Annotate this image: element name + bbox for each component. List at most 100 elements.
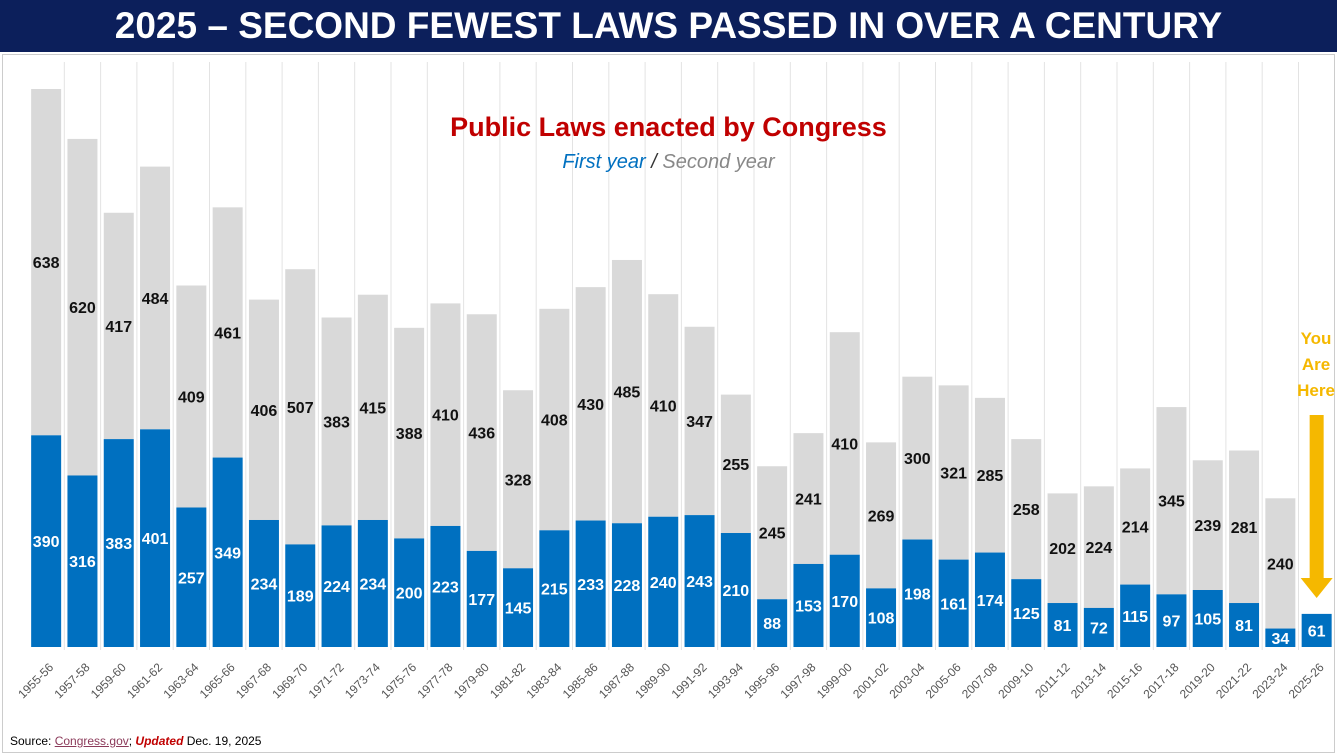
x-tick-label: 1987-88 <box>596 660 637 701</box>
source-label: Source: <box>10 734 55 748</box>
label-second-year: 406 <box>251 403 278 420</box>
label-second-year: 430 <box>577 397 604 414</box>
label-first-year: 233 <box>577 577 604 594</box>
x-tick-label: 1971-72 <box>306 660 347 701</box>
source-sep: ; <box>128 734 136 748</box>
x-tick-label: 1965-66 <box>197 660 238 701</box>
x-tick-label: 1963-64 <box>160 660 201 701</box>
bar-first-year <box>1301 613 1332 647</box>
bar-first-year <box>1192 590 1223 647</box>
page-title: 2025 – SECOND FEWEST LAWS PASSED IN OVER… <box>0 0 1337 52</box>
x-tick-label: 2005-06 <box>923 660 964 701</box>
bar-first-year <box>902 539 933 647</box>
bar-second-year <box>140 166 171 430</box>
x-tick-label: 1997-98 <box>778 660 819 701</box>
bar-second-year <box>757 466 788 600</box>
label-second-year: 485 <box>614 385 641 402</box>
label-second-year: 224 <box>1085 540 1112 557</box>
bar-first-year <box>648 516 679 647</box>
label-first-year: 234 <box>359 576 386 593</box>
label-first-year: 243 <box>686 574 713 591</box>
x-tick-label: 1961-62 <box>124 660 165 701</box>
source-note: Source: Congress.gov; Updated Dec. 19, 2… <box>10 734 261 748</box>
x-tick-label: 1995-96 <box>741 660 782 701</box>
bar-second-year <box>648 294 679 517</box>
label-first-year: 316 <box>69 554 96 571</box>
label-second-year: 300 <box>904 451 931 468</box>
label-first-year: 383 <box>105 536 132 553</box>
bar-first-year <box>974 552 1005 647</box>
label-second-year: 620 <box>69 300 96 317</box>
bar-second-year <box>720 394 751 534</box>
x-tick-label: 1989-90 <box>632 660 673 701</box>
bar-second-year <box>1229 450 1260 604</box>
label-first-year: 115 <box>1122 609 1148 626</box>
legend-second-year: Second year <box>662 151 775 173</box>
bar-second-year <box>357 294 388 520</box>
label-first-year: 125 <box>1013 606 1040 623</box>
bar-second-year <box>539 308 570 531</box>
x-tick-label: 2001-02 <box>850 660 891 701</box>
label-first-year: 257 <box>178 570 205 587</box>
label-first-year: 240 <box>650 575 677 592</box>
bar-first-year <box>793 563 824 647</box>
bar-first-year <box>1083 607 1114 647</box>
bar-second-year <box>611 259 642 524</box>
bar-second-year <box>793 433 824 564</box>
label-second-year: 415 <box>359 400 386 417</box>
label-first-year: 200 <box>396 586 423 603</box>
label-first-year: 61 <box>1308 623 1326 640</box>
bar-second-year <box>1265 498 1296 629</box>
bar-second-year <box>684 326 715 516</box>
bar-first-year <box>357 519 388 647</box>
label-first-year: 145 <box>505 601 532 618</box>
bar-first-year <box>430 525 461 647</box>
x-tick-label: 1999-00 <box>814 660 855 701</box>
x-tick-label: 2011-12 <box>1032 660 1073 701</box>
bar-first-year <box>466 550 497 647</box>
label-second-year: 410 <box>432 408 459 425</box>
bar-first-year <box>720 533 751 647</box>
bar-first-year <box>1229 603 1260 647</box>
label-first-year: 72 <box>1090 620 1108 637</box>
chart-subtitle: First year / Second year <box>0 151 1337 174</box>
x-tick-label: 1977-78 <box>415 660 456 701</box>
source-link[interactable]: Congress.gov <box>54 734 129 748</box>
you-are-here-annotation: You Are Here <box>1297 329 1335 400</box>
bar-second-year <box>902 376 933 540</box>
bar-first-year <box>1265 628 1296 647</box>
x-tick-label: 1957-58 <box>52 660 93 701</box>
label-second-year: 410 <box>650 398 677 415</box>
label-second-year: 638 <box>33 255 60 272</box>
label-second-year: 461 <box>214 325 241 342</box>
bar-first-year <box>757 599 788 647</box>
bar-second-year <box>503 390 534 569</box>
bar-second-year <box>31 89 62 436</box>
bar-second-year <box>866 442 897 589</box>
bar-second-year <box>321 317 352 526</box>
label-first-year: 174 <box>977 593 1004 610</box>
label-first-year: 390 <box>33 534 60 551</box>
x-tick-label: 2021-22 <box>1213 660 1254 701</box>
label-first-year: 153 <box>795 598 822 615</box>
bar-second-year <box>430 303 461 526</box>
x-tick-label: 2007-08 <box>959 660 1000 701</box>
chart-frame <box>2 54 1335 753</box>
legend-separator: / <box>645 151 663 173</box>
chart-title: Public Laws enacted by Congress <box>450 112 887 142</box>
label-second-year: 347 <box>686 414 713 431</box>
label-first-year: 189 <box>287 589 314 606</box>
bar-second-year <box>248 299 279 520</box>
bar-second-year <box>67 138 98 476</box>
bar-first-year <box>611 523 642 647</box>
label-second-year: 409 <box>178 389 205 406</box>
bar-first-year <box>394 538 425 647</box>
bar-second-year <box>1192 460 1223 591</box>
bar-first-year <box>1156 594 1187 647</box>
label-second-year: 507 <box>287 400 314 417</box>
label-first-year: 198 <box>904 586 931 603</box>
label-second-year: 281 <box>1231 520 1258 537</box>
label-first-year: 81 <box>1235 618 1253 635</box>
label-second-year: 484 <box>142 291 169 308</box>
label-second-year: 408 <box>541 413 568 430</box>
